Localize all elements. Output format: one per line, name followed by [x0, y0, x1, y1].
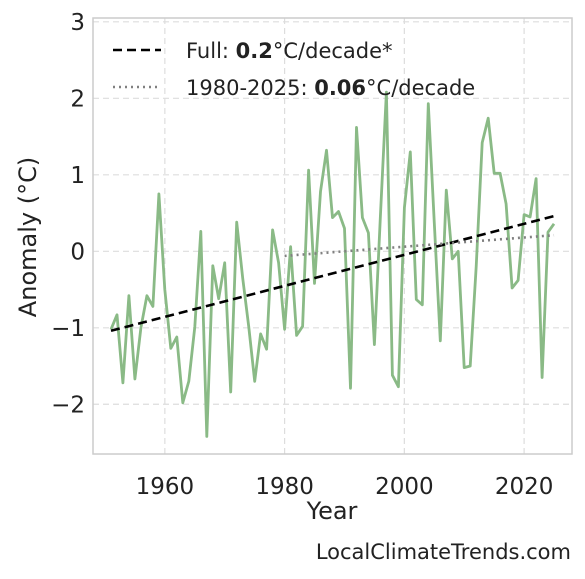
- y-axis-ticks: −2 −1 0 1 2 3: [51, 10, 85, 418]
- x-tick-label-1960: 1960: [136, 474, 195, 500]
- y-tick-label--2: −2: [51, 392, 85, 418]
- x-tick-label-2020: 2020: [495, 474, 554, 500]
- x-tick-label-1980: 1980: [255, 474, 314, 500]
- watermark: LocalClimateTrends.com: [316, 540, 571, 564]
- y-tick-label-2: 2: [70, 86, 85, 112]
- y-tick-label-1: 1: [70, 163, 85, 189]
- y-tick-label--1: −1: [51, 316, 85, 342]
- trend-line-1980-2025: [284, 233, 555, 258]
- anomaly-series-line: [109, 90, 556, 438]
- series-layer: [109, 90, 556, 438]
- legend: Full: 0.2°C/decade* 1980-2025: 0.06°C/de…: [113, 39, 475, 100]
- y-tick-label-3: 3: [70, 10, 85, 36]
- y-tick-label-0: 0: [70, 239, 85, 265]
- x-axis-title: Year: [306, 497, 358, 525]
- trend-line-full: [110, 214, 555, 333]
- x-axis-ticks: 1960 1980 2000 2020: [136, 474, 554, 500]
- plot-frame: [92, 17, 573, 455]
- y-axis-title: Anomaly (°C): [14, 157, 42, 317]
- grid: [93, 18, 572, 454]
- legend-label-1980-2025: 1980-2025: 0.06°C/decade: [186, 76, 475, 100]
- legend-label-full: Full: 0.2°C/decade*: [186, 39, 393, 63]
- x-tick-label-2000: 2000: [375, 474, 434, 500]
